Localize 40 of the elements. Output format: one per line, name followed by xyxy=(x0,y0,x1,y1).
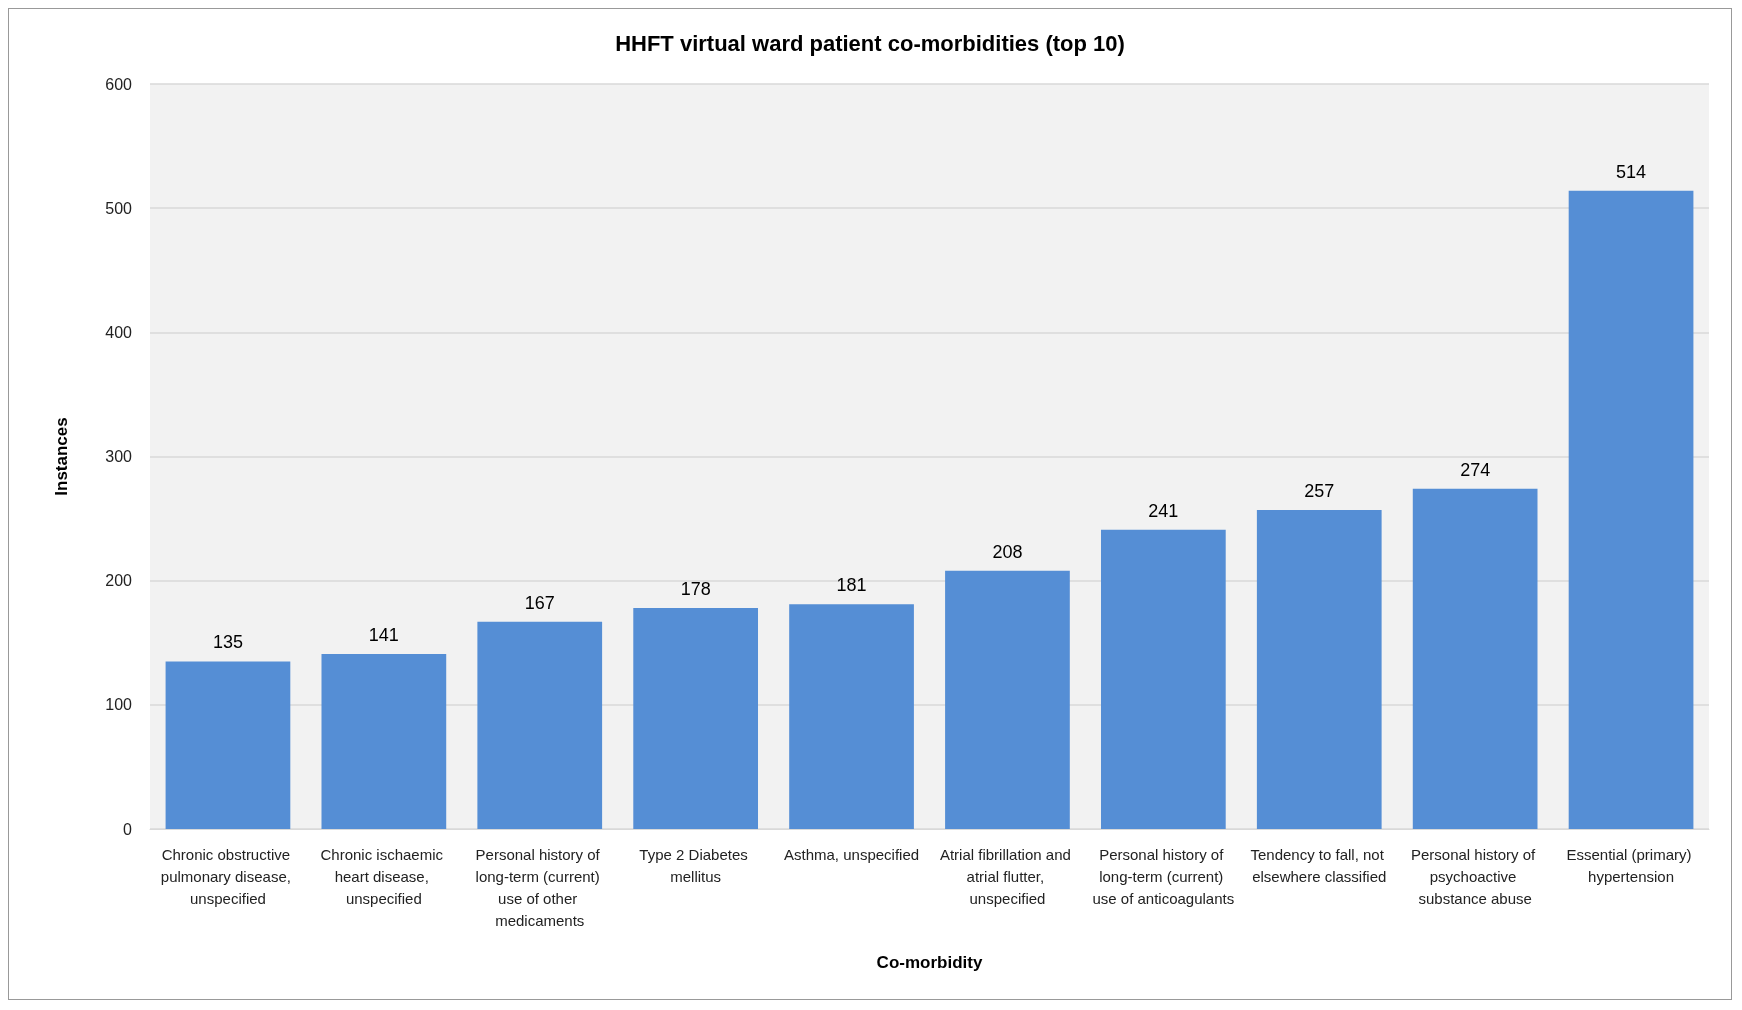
data-label: 257 xyxy=(1304,480,1335,501)
y-axis-title: Instances xyxy=(52,417,71,496)
data-label: 181 xyxy=(836,575,867,596)
data-label: 141 xyxy=(368,624,399,645)
x-tick-label: Personal history of long-term (current) use of anticoagulants xyxy=(1092,845,1235,907)
bar xyxy=(945,570,1070,829)
data-label: 178 xyxy=(680,578,711,599)
y-tick-label: 600 xyxy=(105,75,133,93)
bar xyxy=(1568,190,1694,829)
x-tick-label: Personal history of psychoactive substance abuse xyxy=(1410,845,1540,907)
bar xyxy=(477,621,603,829)
x-tick-label: Type 2 Diabetes mellitus xyxy=(639,845,752,885)
bar xyxy=(633,607,759,829)
x-tick-label: Asthma, unspecified xyxy=(784,845,920,863)
x-axis-title: Co-morbidity xyxy=(876,953,983,972)
x-tick-label: Tendency to fall, not elsewhere classified xyxy=(1250,845,1389,885)
y-tick-label: 100 xyxy=(105,696,133,714)
data-label: 135 xyxy=(212,632,243,653)
y-tick-label: 0 xyxy=(123,820,133,838)
data-label: 167 xyxy=(524,592,555,613)
data-label: 208 xyxy=(992,541,1023,562)
bar xyxy=(321,653,447,829)
bar xyxy=(1100,529,1226,829)
bar xyxy=(165,661,291,829)
bar xyxy=(789,604,914,829)
y-tick-label: 200 xyxy=(105,572,133,590)
x-tick-label: Essential (primary) hypertension xyxy=(1566,845,1696,885)
bar xyxy=(1412,488,1538,829)
data-label: 274 xyxy=(1460,459,1491,480)
bar xyxy=(1256,509,1382,829)
y-tick-label: 400 xyxy=(105,323,133,341)
x-tick-label: Chronic obstructive pulmonary disease, unspecified xyxy=(160,845,296,907)
x-tick-label: Personal history of long-term (current) use of other medicaments xyxy=(475,845,604,929)
x-tick-label: Chronic ischaemic heart disease, unspecified xyxy=(320,845,448,907)
y-tick-label: 300 xyxy=(105,448,133,465)
x-tick-label: Atrial fibrillation and atrial flutter, unspecified xyxy=(939,845,1075,907)
y-tick-label: 500 xyxy=(105,199,133,217)
data-label: 241 xyxy=(1148,500,1179,521)
data-label: 514 xyxy=(1616,161,1647,182)
chart-title: HHFT virtual ward patient co-morbidities (top 10) xyxy=(615,30,1125,56)
